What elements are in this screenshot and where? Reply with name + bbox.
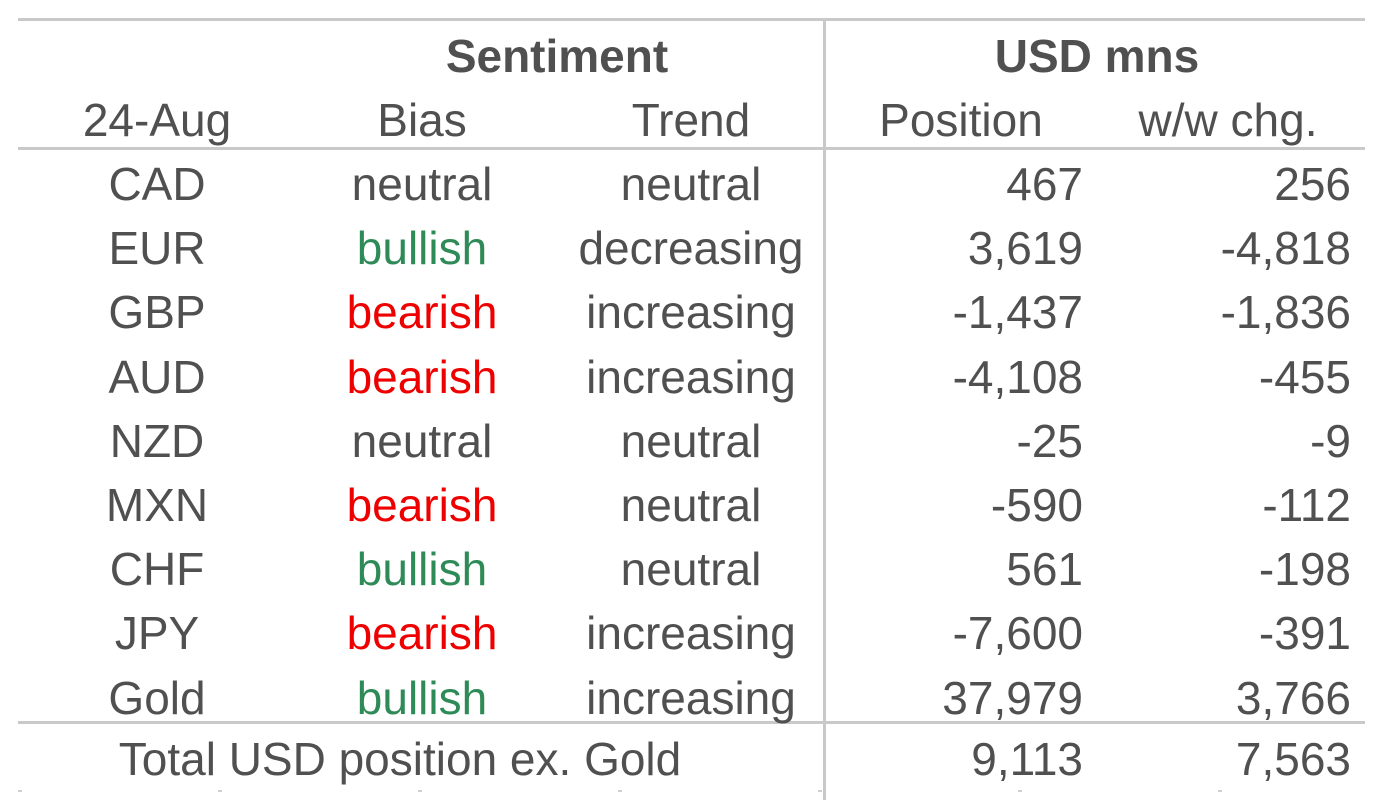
row-trend: neutral: [620, 543, 762, 595]
row-position: 467: [1006, 158, 1083, 210]
row-currency: NZD: [109, 415, 205, 467]
total-position: 9,113: [971, 733, 1083, 785]
column-header-position: Position: [879, 94, 1043, 146]
row-trend: increasing: [586, 607, 796, 659]
row-change: 3,766: [1235, 672, 1351, 724]
row-change: -112: [1262, 479, 1351, 531]
column-header-trend: Trend: [631, 94, 751, 146]
row-bias: neutral: [351, 158, 493, 210]
row-position: 37,979: [942, 672, 1083, 724]
row-currency: CAD: [108, 158, 206, 210]
column-header-change: w/w chg.: [1138, 94, 1318, 146]
total-rule: [18, 721, 1365, 724]
row-trend: increasing: [586, 286, 796, 338]
row-change: 256: [1274, 158, 1351, 210]
row-bias: bullish: [356, 672, 488, 724]
row-change: -9: [1310, 415, 1351, 467]
group-header-sentiment: Sentiment: [445, 30, 669, 82]
row-currency: JPY: [114, 607, 200, 659]
row-change: -1,836: [1220, 286, 1351, 338]
top-rule: [18, 18, 1365, 21]
total-label: Total USD position ex. Gold: [118, 733, 682, 785]
row-trend: increasing: [586, 351, 796, 403]
total-change: 7,563: [1235, 733, 1351, 785]
row-bias: bullish: [356, 543, 488, 595]
row-currency: EUR: [108, 222, 206, 274]
row-trend: increasing: [586, 672, 796, 724]
row-trend: neutral: [620, 158, 762, 210]
row-change: -455: [1258, 351, 1351, 403]
row-position: -7,600: [952, 607, 1083, 659]
bottom-dash-rule: [18, 790, 1365, 792]
row-trend: neutral: [620, 415, 762, 467]
column-header-date: 24-Aug: [82, 94, 232, 146]
row-change: -198: [1258, 543, 1351, 595]
row-position: -25: [1016, 415, 1083, 467]
header-rule: [18, 147, 1365, 150]
row-bias: neutral: [351, 415, 493, 467]
row-currency: Gold: [108, 672, 206, 724]
column-divider: [823, 18, 826, 800]
row-bias: bullish: [356, 222, 488, 274]
row-change: -4,818: [1220, 222, 1351, 274]
row-bias: bearish: [346, 479, 498, 531]
row-currency: CHF: [109, 543, 205, 595]
row-trend: neutral: [620, 479, 762, 531]
column-header-bias: Bias: [377, 94, 467, 146]
row-bias: bearish: [346, 286, 498, 338]
row-currency: GBP: [108, 286, 206, 338]
row-trend: decreasing: [578, 222, 804, 274]
row-position: -1,437: [952, 286, 1083, 338]
row-change: -391: [1258, 607, 1351, 659]
row-position: 561: [1006, 543, 1083, 595]
group-header-usd: USD mns: [994, 30, 1200, 82]
row-position: -4,108: [952, 351, 1083, 403]
row-currency: AUD: [108, 351, 206, 403]
row-currency: MXN: [105, 479, 209, 531]
row-position: 3,619: [967, 222, 1083, 274]
row-position: -590: [990, 479, 1083, 531]
row-bias: bearish: [346, 351, 498, 403]
row-bias: bearish: [346, 607, 498, 659]
